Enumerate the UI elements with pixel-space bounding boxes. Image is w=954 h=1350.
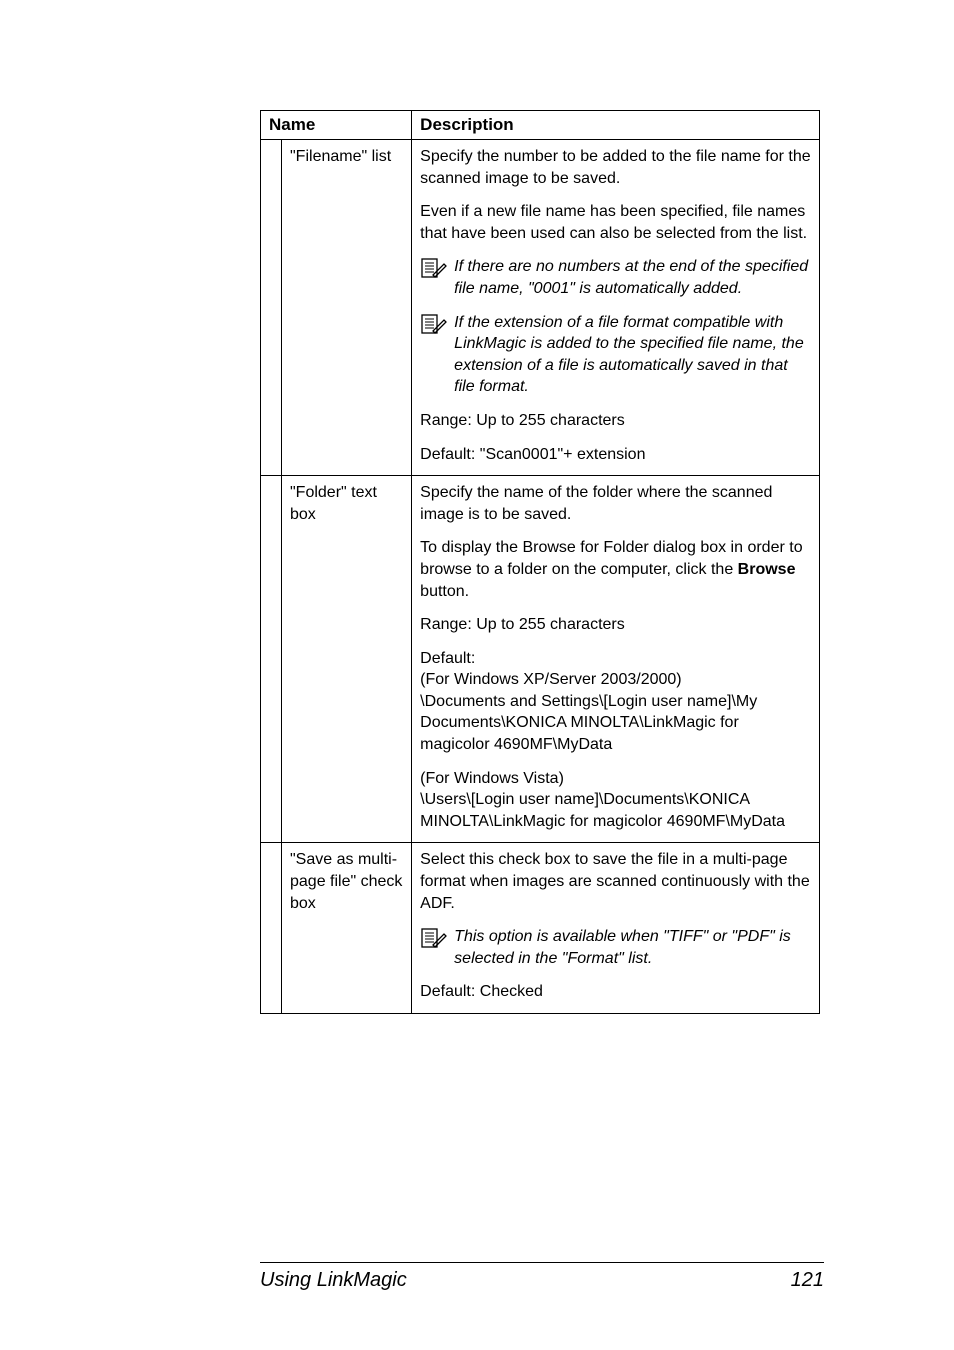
filename-p4: Default: "Scan0001"+ extension (420, 444, 811, 466)
folder-p2c: button. (420, 583, 469, 600)
save-note1: This option is available when "TIFF" or … (420, 926, 811, 969)
row-folder-label: "Folder" text box (282, 476, 412, 843)
note-icon (420, 927, 448, 949)
row-filename-label: "Filename" list (282, 140, 412, 476)
note-icon (420, 313, 448, 335)
folder-p4: Default: (For Windows XP/Server 2003/200… (420, 648, 811, 756)
indent-stub (261, 476, 282, 843)
folder-p1: Specify the name of the folder where the… (420, 482, 811, 525)
filename-p1: Specify the number to be added to the fi… (420, 146, 811, 189)
save-p2: Default: Checked (420, 981, 811, 1003)
folder-p2: To display the Browse for Folder dialog … (420, 537, 811, 602)
filename-note1-text: If there are no numbers at the end of th… (454, 256, 811, 299)
parameters-table: Name Description "Filename" list Specify… (260, 110, 820, 1014)
folder-p2b: Browse (738, 561, 796, 578)
header-name: Name (261, 111, 412, 140)
filename-p2: Even if a new file name has been specifi… (420, 201, 811, 244)
row-save-label: "Save as multi-page file" check box (282, 843, 412, 1014)
folder-p3: Range: Up to 255 characters (420, 614, 811, 636)
header-description: Description (412, 111, 820, 140)
folder-p5: (For Windows Vista) \Users\[Login user n… (420, 768, 811, 833)
page-footer: Using LinkMagic 121 (260, 1262, 824, 1292)
footer-title: Using LinkMagic (260, 1269, 407, 1292)
indent-stub (261, 843, 282, 1014)
save-note1-text: This option is available when "TIFF" or … (454, 926, 811, 969)
row-folder-desc: Specify the name of the folder where the… (412, 476, 820, 843)
save-p1: Select this check box to save the file i… (420, 849, 811, 914)
filename-note2-text: If the extension of a file format compat… (454, 312, 811, 398)
row-save-desc: Select this check box to save the file i… (412, 843, 820, 1014)
indent-stub (261, 140, 282, 476)
filename-note1: If there are no numbers at the end of th… (420, 256, 811, 299)
row-filename-desc: Specify the number to be added to the fi… (412, 140, 820, 476)
filename-p3: Range: Up to 255 characters (420, 410, 811, 432)
footer-page-number: 121 (791, 1269, 824, 1292)
filename-note2: If the extension of a file format compat… (420, 312, 811, 398)
note-icon (420, 257, 448, 279)
